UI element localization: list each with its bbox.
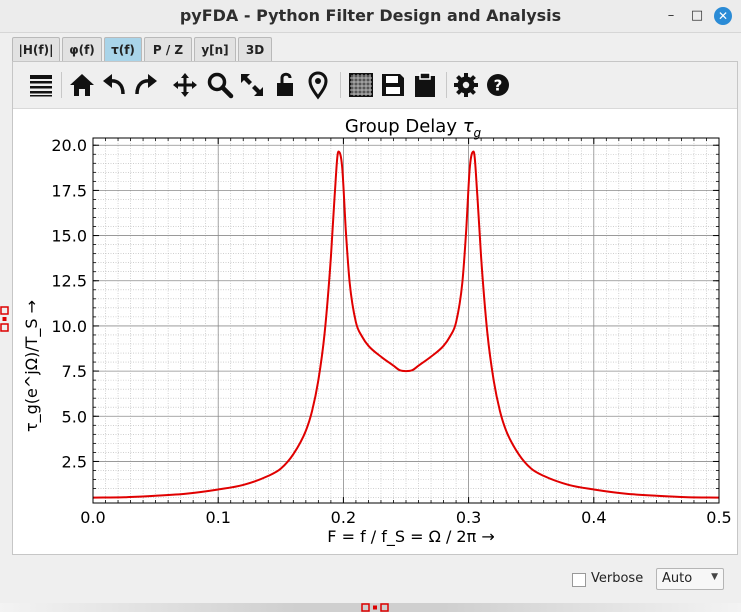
y-tick-label: 17.5 [51, 181, 87, 200]
tab-phase[interactable]: φ(f) [62, 37, 102, 61]
tab-magnitude[interactable]: |H(f)| [12, 37, 60, 61]
tab-pole-zero[interactable]: P / Z [144, 37, 192, 61]
toolbar-separator [340, 72, 341, 98]
scale-select-value: Auto [662, 571, 693, 586]
y-tick-label: 20.0 [51, 136, 87, 155]
unlock-icon[interactable] [271, 70, 301, 100]
tick-labels: 0.0 0.1 0.2 0.3 0.4 0.5 2.5 5.0 7.5 10.0 12.5 15.0 1… [51, 136, 731, 527]
menu-stack-icon[interactable] [26, 70, 56, 100]
chart-title-subscript: g [474, 126, 482, 140]
x-tick-label: 0.3 [456, 508, 481, 527]
x-tick-label: 0.1 [205, 508, 230, 527]
chevron-down-icon: ▼ [711, 572, 718, 582]
pan-icon[interactable] [170, 70, 200, 100]
clipboard-icon[interactable] [410, 70, 440, 100]
x-tick-label: 0.4 [581, 508, 606, 527]
close-button[interactable]: ✕ [714, 7, 732, 25]
grid-icon[interactable] [346, 70, 376, 100]
plot-toolbar: ? [13, 62, 737, 109]
verbose-checkbox[interactable] [572, 573, 586, 587]
toolbar-separator [61, 72, 62, 98]
scale-select[interactable]: Auto ▼ [656, 568, 724, 590]
toolbar-separator [446, 72, 447, 98]
redo-icon[interactable] [131, 70, 161, 100]
x-tick-label: 0.5 [706, 508, 731, 527]
chart-title-symbol: τ [463, 116, 474, 137]
bottom-splitter[interactable] [0, 603, 741, 612]
group-delay-chart[interactable]: Group Delay τg 0.0 0.1 0.2 0.3 0.4 0.5 2.5 5.0 7… [13, 109, 737, 554]
tab-group-delay[interactable]: τ(f) [104, 37, 142, 61]
x-tick-label: 0.0 [80, 508, 105, 527]
y-tick-label: 5.0 [62, 407, 87, 426]
minor-grid [93, 138, 719, 503]
window-title: pyFDA - Python Filter Design and Analysi… [179, 6, 562, 25]
minimize-button[interactable]: – [667, 8, 675, 23]
y-tick-label: 15.0 [51, 227, 87, 246]
axes-frame [92, 137, 720, 504]
plot-panel: ? Group Delay τg 0.0 0.1 0.2 0.3 0.4 0.5 2.5 5.… [12, 61, 738, 555]
bottom-splitter-handle-icon[interactable] [361, 603, 389, 612]
verbose-label: Verbose [591, 571, 644, 586]
bottom-controls: Verbose Auto ▼ [12, 558, 738, 602]
zoom-icon[interactable] [205, 70, 235, 100]
y-tick-label: 7.5 [62, 362, 87, 381]
y-tick-label: 2.5 [62, 452, 87, 471]
x-tick-label: 0.2 [331, 508, 356, 527]
chart-title: Group Delay τg [345, 116, 482, 140]
title-bar: pyFDA - Python Filter Design and Analysi… [0, 0, 741, 33]
home-icon[interactable] [67, 70, 97, 100]
y-tick-label: 12.5 [51, 272, 87, 291]
save-icon[interactable] [378, 70, 408, 100]
y-axis-label: τ_g(e^jΩ)/T_S → [22, 300, 42, 432]
gear-icon[interactable] [451, 70, 481, 100]
tab-3d[interactable]: 3D [238, 37, 272, 61]
undo-icon[interactable] [99, 70, 129, 100]
svg-text:?: ? [494, 77, 503, 95]
maximize-button[interactable]: □ [690, 8, 704, 23]
y-tick-label: 10.0 [51, 317, 87, 336]
fullscreen-icon[interactable] [237, 70, 267, 100]
tab-impulse-response[interactable]: y[n] [194, 37, 236, 61]
left-splitter-handle-icon[interactable] [0, 305, 9, 333]
help-icon[interactable]: ? [483, 70, 513, 100]
x-axis-label: F = f / f_S = Ω / 2π → [327, 527, 494, 547]
marker-icon[interactable] [303, 70, 333, 100]
chart-title-text: Group Delay [345, 116, 463, 137]
group-delay-curve [92, 150, 720, 499]
